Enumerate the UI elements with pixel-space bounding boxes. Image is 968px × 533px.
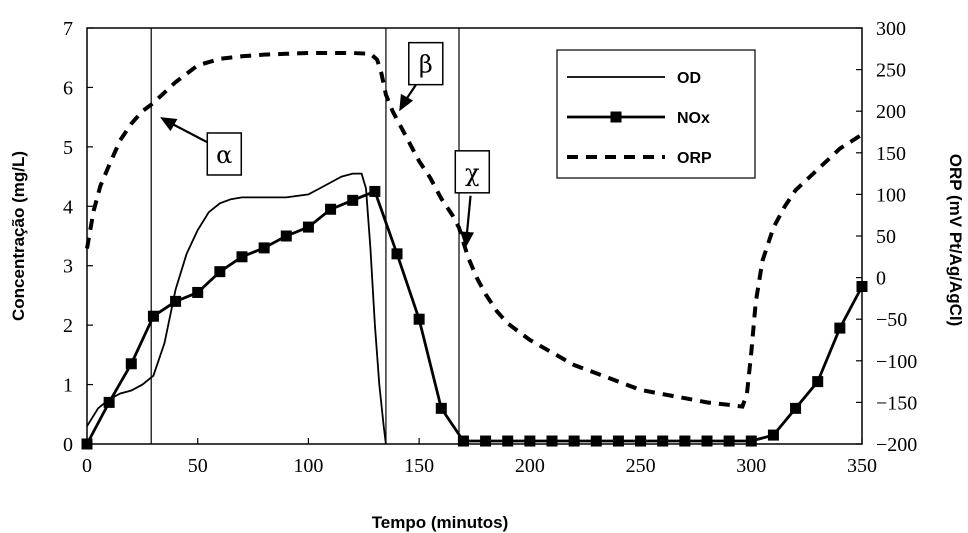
nox-point	[347, 194, 359, 206]
nox-point	[480, 435, 492, 447]
x-axis-label: Tempo (minutos)	[372, 513, 509, 532]
y-right-tick-label: −200	[876, 434, 917, 456]
x-tick-label: 50	[188, 455, 208, 477]
annotation-arrow-head	[160, 117, 178, 132]
x-tick-label: 200	[515, 455, 545, 477]
x-tick-label: 300	[736, 455, 766, 477]
nox-point	[612, 435, 624, 447]
nox-point	[391, 248, 403, 260]
nox-point	[280, 230, 292, 242]
y-right-tick-label: 0	[876, 268, 886, 290]
x-tick-label: 0	[82, 455, 92, 477]
series-layer	[81, 51, 868, 450]
legend: OD NOx ORP	[556, 49, 756, 179]
nox-point	[701, 435, 713, 447]
x-tick-label: 100	[293, 455, 323, 477]
nox-point	[236, 251, 248, 263]
nox-point	[147, 310, 159, 322]
y-right-tick-label: 150	[876, 143, 906, 165]
y-right-tick-label: 100	[876, 184, 906, 206]
y-left-tick-label: 6	[63, 77, 73, 99]
annotation-arrow-line	[465, 195, 472, 239]
legend-marker-nox	[610, 111, 622, 123]
annotation-label: α	[216, 141, 232, 169]
nox-point	[568, 435, 580, 447]
nox-point	[325, 203, 337, 215]
nox-point	[657, 435, 669, 447]
annotations-layer: α β χ	[160, 41, 491, 248]
nox-point	[635, 435, 647, 447]
y-left-tick-label: 2	[63, 315, 73, 337]
y-right-tick-label: 250	[876, 60, 906, 82]
annotation-label: χ	[465, 159, 480, 187]
annotation-box	[454, 150, 491, 194]
nox-point	[524, 435, 536, 447]
y-right-ticks-layer: −200 −150 −100 −50 0 50 100 150 200 250 300	[856, 18, 917, 456]
y-right-tick-label: −150	[876, 392, 917, 414]
legend-label-orp: ORP	[677, 150, 712, 167]
series-line-orp	[85, 51, 864, 409]
nox-point	[790, 402, 802, 414]
y-left-ticks-layer: 0 1 2 3 4 5 6 7	[63, 18, 93, 456]
nox-point	[812, 376, 824, 388]
annotation-box	[408, 41, 444, 86]
plot-area-frame	[86, 27, 863, 445]
nox-point	[192, 286, 204, 298]
series-line-nox	[85, 189, 864, 445]
nox-point	[125, 358, 137, 370]
annotation-arrow-line	[168, 121, 208, 144]
series-line-od	[86, 172, 387, 445]
nox-point	[258, 242, 270, 254]
x-tick-label: 150	[404, 455, 434, 477]
nox-point	[834, 322, 846, 334]
nox-point	[214, 266, 226, 278]
y-left-axis-label: Concentração (mg/L)	[9, 151, 28, 321]
y-left-tick-label: 1	[63, 375, 73, 397]
y-left-tick-label: 5	[63, 137, 73, 159]
y-right-axis-label: ORP (mV Pt/Ag/AgCl)	[946, 154, 965, 327]
nox-point	[103, 396, 115, 408]
nox-point	[302, 221, 314, 233]
annotation-label: β	[419, 51, 433, 79]
y-left-tick-label: 7	[63, 18, 73, 40]
nox-point	[723, 435, 735, 447]
legend-label-nox: NOx	[677, 110, 710, 127]
nox-point	[546, 435, 558, 447]
annotation-arrow-head	[460, 231, 475, 248]
nox-point	[502, 435, 514, 447]
y-right-tick-label: −100	[876, 351, 917, 373]
y-left-tick-label: 3	[63, 256, 73, 278]
nox-point	[170, 295, 182, 307]
y-left-tick-label: 0	[63, 434, 73, 456]
nox-point	[369, 185, 381, 197]
y-right-tick-label: 200	[876, 101, 906, 123]
annotation-arrow-head	[399, 93, 414, 112]
x-tick-label: 250	[626, 455, 656, 477]
nox-point	[457, 435, 469, 447]
nox-point	[590, 435, 602, 447]
y-left-tick-label: 4	[63, 196, 73, 218]
y-right-tick-label: 50	[876, 226, 896, 248]
nox-point	[435, 402, 447, 414]
nox-point	[767, 429, 779, 441]
nox-point	[413, 313, 425, 325]
legend-label-od: OD	[677, 70, 701, 87]
annotation-box	[206, 132, 243, 176]
x-tick-label: 350	[847, 455, 877, 477]
nox-point	[679, 435, 691, 447]
y-right-tick-label: −50	[876, 309, 907, 331]
nox-point	[745, 435, 757, 447]
y-right-tick-label: 300	[876, 18, 906, 40]
